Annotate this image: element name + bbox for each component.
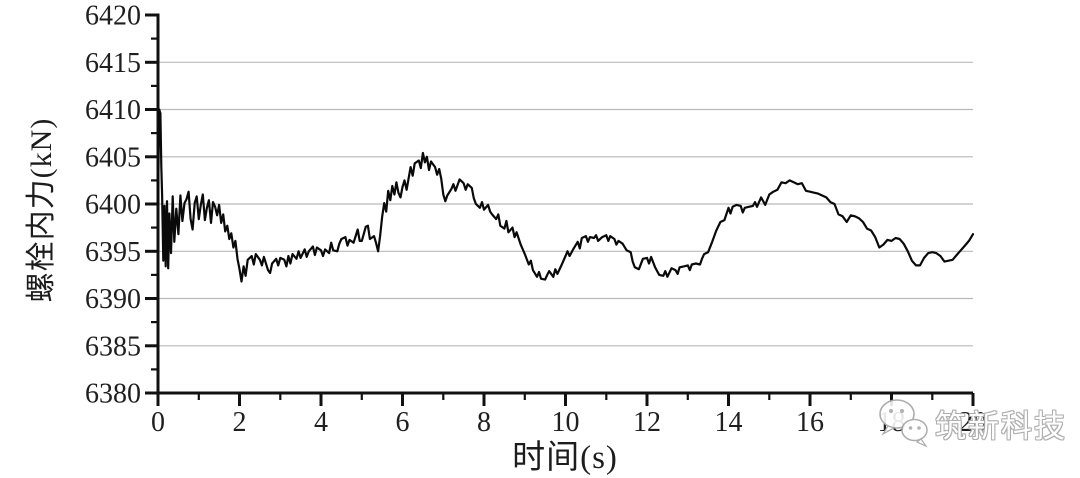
y-tick-label: 6395 bbox=[85, 237, 141, 268]
watermark: 筑新科技 bbox=[876, 397, 1067, 449]
x-tick-label: 20 bbox=[959, 407, 987, 438]
y-tick-label: 6410 bbox=[85, 95, 141, 126]
x-tick-label: 10 bbox=[552, 407, 580, 438]
x-tick-label: 12 bbox=[633, 407, 661, 438]
wechat-icon bbox=[879, 399, 928, 448]
watermark-text: 筑新科技 bbox=[935, 408, 1067, 444]
x-tick-label: 8 bbox=[477, 407, 491, 438]
y-tick-label: 6400 bbox=[85, 190, 141, 221]
x-axis-title: 时间(s) bbox=[512, 440, 618, 476]
x-tick-label: 0 bbox=[151, 407, 165, 438]
x-tick-label: 6 bbox=[396, 407, 410, 438]
y-axis-title: 螺栓内力(kN) bbox=[25, 117, 58, 303]
y-tick-label: 6405 bbox=[85, 142, 141, 173]
x-tick-label: 16 bbox=[796, 407, 824, 438]
x-tick-label: 2 bbox=[233, 407, 247, 438]
y-tick-label: 6380 bbox=[85, 379, 141, 410]
y-tick-label: 6390 bbox=[85, 284, 141, 315]
x-tick-label: 14 bbox=[715, 407, 743, 438]
data-line bbox=[156, 108, 975, 283]
y-tick-label: 6385 bbox=[85, 331, 141, 362]
x-tick-label: 4 bbox=[314, 407, 328, 438]
y-tick-label: 6415 bbox=[85, 48, 141, 79]
y-tick-label: 6420 bbox=[85, 1, 141, 32]
